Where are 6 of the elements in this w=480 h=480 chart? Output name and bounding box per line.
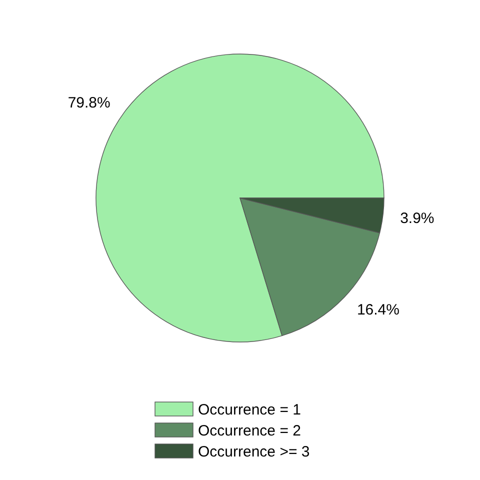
legend-label: Occurrence = 1 <box>198 401 301 418</box>
data-label: 79.8% <box>68 94 110 112</box>
legend-label: Occurrence = 2 <box>198 422 301 440</box>
data-label: 3.9% <box>400 210 434 227</box>
legend-label: Occurrence >= 3 <box>198 443 310 460</box>
data-label: 16.4% <box>356 301 400 318</box>
